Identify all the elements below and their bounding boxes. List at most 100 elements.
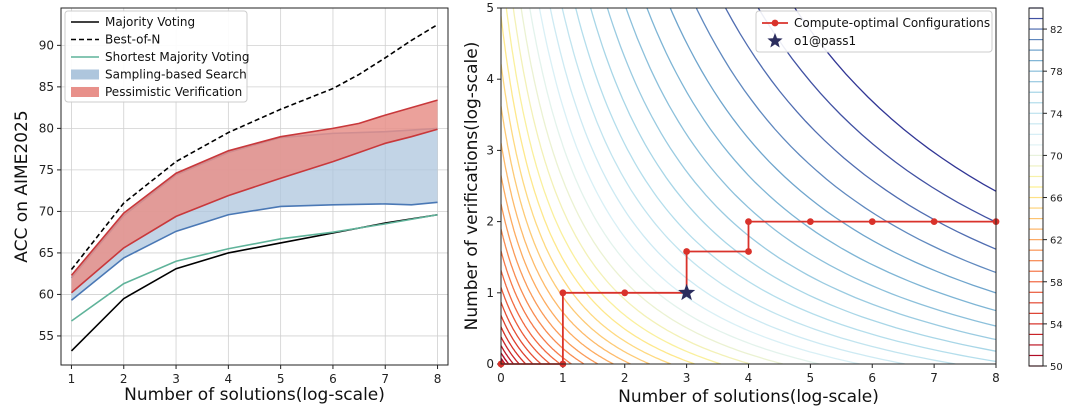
contour-line [505, 8, 722, 364]
colorbar-frame [1028, 7, 1044, 367]
plot-frame [500, 7, 997, 365]
x-tick-label: 7 [381, 372, 389, 386]
x-tick-label: 5 [277, 372, 285, 386]
legend-box [755, 10, 993, 53]
contour-line [606, 8, 996, 341]
contour-line [501, 228, 585, 364]
compute-optimal-point [930, 218, 938, 226]
x-tick-label: 2 [120, 372, 128, 386]
colorbar-tick-label: 78 [1050, 67, 1063, 78]
compute-optimal-point [559, 289, 567, 297]
legend-label: Best-of-N [105, 33, 160, 47]
right-chart: 0 1 2 3 4 5 6 7 8 0 1 2 3 4 5 Number of solutions(log-s… [462, 1, 1000, 407]
x-tick-label: 6 [868, 371, 876, 385]
contour-line [501, 270, 561, 364]
compute-optimal-point [683, 248, 691, 255]
contour-line [520, 8, 784, 364]
contour-line [695, 8, 996, 274]
y-tick-label: 0 [486, 357, 494, 371]
legend-box [64, 10, 248, 103]
contour-line [549, 8, 906, 364]
colorbar-tick-label: 54 [1050, 320, 1063, 331]
x-tick-label: 3 [172, 372, 180, 386]
contour-line [529, 8, 820, 364]
contour-line [625, 8, 996, 327]
x-axis-label: Number of solutions(log-scale) [618, 387, 879, 407]
contour-line [512, 8, 751, 364]
y-tick-label: 5 [486, 1, 494, 15]
y-tick-label: 2 [486, 215, 494, 229]
legend-label: o1@pass1 [794, 34, 856, 48]
o1-pass1-star [678, 283, 696, 301]
plot-frame [60, 7, 449, 366]
colorbar-tick-label: 70 [1050, 151, 1063, 162]
legend-swatch-marker [771, 19, 779, 27]
legend-label: Shortest Majority Voting [105, 50, 250, 64]
contour-line [501, 142, 631, 364]
contour-lines [501, 8, 996, 364]
compute-optimal-point [621, 289, 629, 297]
x-tick-label: 8 [434, 372, 442, 386]
compute-optimal-point [868, 218, 876, 226]
y-tick-label: 65 [39, 246, 54, 260]
compute-optimal-point [745, 218, 752, 226]
y-tick-label: 60 [39, 287, 54, 301]
colorbar-tick-label: 50 [1050, 362, 1063, 373]
contour-line [669, 8, 996, 294]
y-axis-label: ACC on AIME2025 [12, 110, 32, 262]
contour-line [794, 8, 996, 193]
colorbar-tick-label: 62 [1050, 236, 1063, 247]
x-tick-label: 4 [225, 372, 233, 386]
contour-line [501, 345, 514, 364]
contour-line [501, 301, 542, 364]
compute-optimal-point [745, 248, 752, 255]
contour-line [501, 175, 614, 364]
x-tick-label: 4 [745, 371, 753, 385]
legend-label: Majority Voting [105, 15, 195, 29]
contour-line [501, 203, 599, 364]
compute-optimal-line [501, 220, 996, 365]
contour-line [501, 16, 695, 364]
legend-label: Pessimistic Verification [105, 85, 242, 99]
x-tick-label: 7 [930, 371, 938, 385]
contour-line [501, 287, 551, 364]
legend-swatch [767, 33, 783, 48]
contour-line [575, 8, 996, 363]
x-tick-label: 3 [683, 371, 691, 385]
y-tick-label: 3 [486, 143, 494, 157]
legend-label: Compute-optimal Configurations [794, 16, 990, 30]
contour-line [501, 315, 534, 364]
x-tick-label: 6 [329, 372, 337, 386]
contour-line [538, 8, 860, 364]
x-tick-label: 1 [68, 372, 76, 386]
series-line-1 [70, 23, 438, 271]
contour-line [501, 336, 520, 364]
colorbar-tick-label: 82 [1050, 25, 1063, 36]
legend-swatch [71, 87, 99, 97]
contour-line [501, 63, 672, 364]
band-edge-lower [70, 128, 438, 294]
x-axis-label: Number of solutions(log-scale) [124, 385, 385, 405]
x-tick-label: 5 [807, 371, 815, 385]
x-tick-label: 0 [497, 371, 505, 385]
compute-optimal-point [806, 218, 814, 226]
y-tick-label: 1 [486, 286, 494, 300]
legend-label: Sampling-based Search [105, 68, 247, 82]
left-chart: 1 2 3 4 5 6 7 8 55 60 65 70 75 80 85 90 Number of soluti… [12, 7, 449, 405]
x-tick-label: 8 [992, 371, 1000, 385]
colorbar: 50 54 58 62 66 70 74 78 82 [1028, 7, 1063, 373]
contour-line [646, 8, 996, 312]
band-edge-upper [70, 99, 438, 276]
y-tick-label: 80 [39, 121, 54, 135]
contour-line [501, 352, 510, 364]
contour-line [501, 250, 572, 364]
y-tick-label: 4 [486, 72, 494, 86]
y-tick-label: 75 [39, 163, 54, 177]
y-tick-label: 55 [39, 329, 54, 343]
contour-line [589, 8, 996, 352]
y-tick-label: 85 [39, 80, 54, 94]
contour-line [561, 8, 956, 364]
x-tick-label: 2 [621, 371, 629, 385]
contour-line [501, 106, 650, 364]
